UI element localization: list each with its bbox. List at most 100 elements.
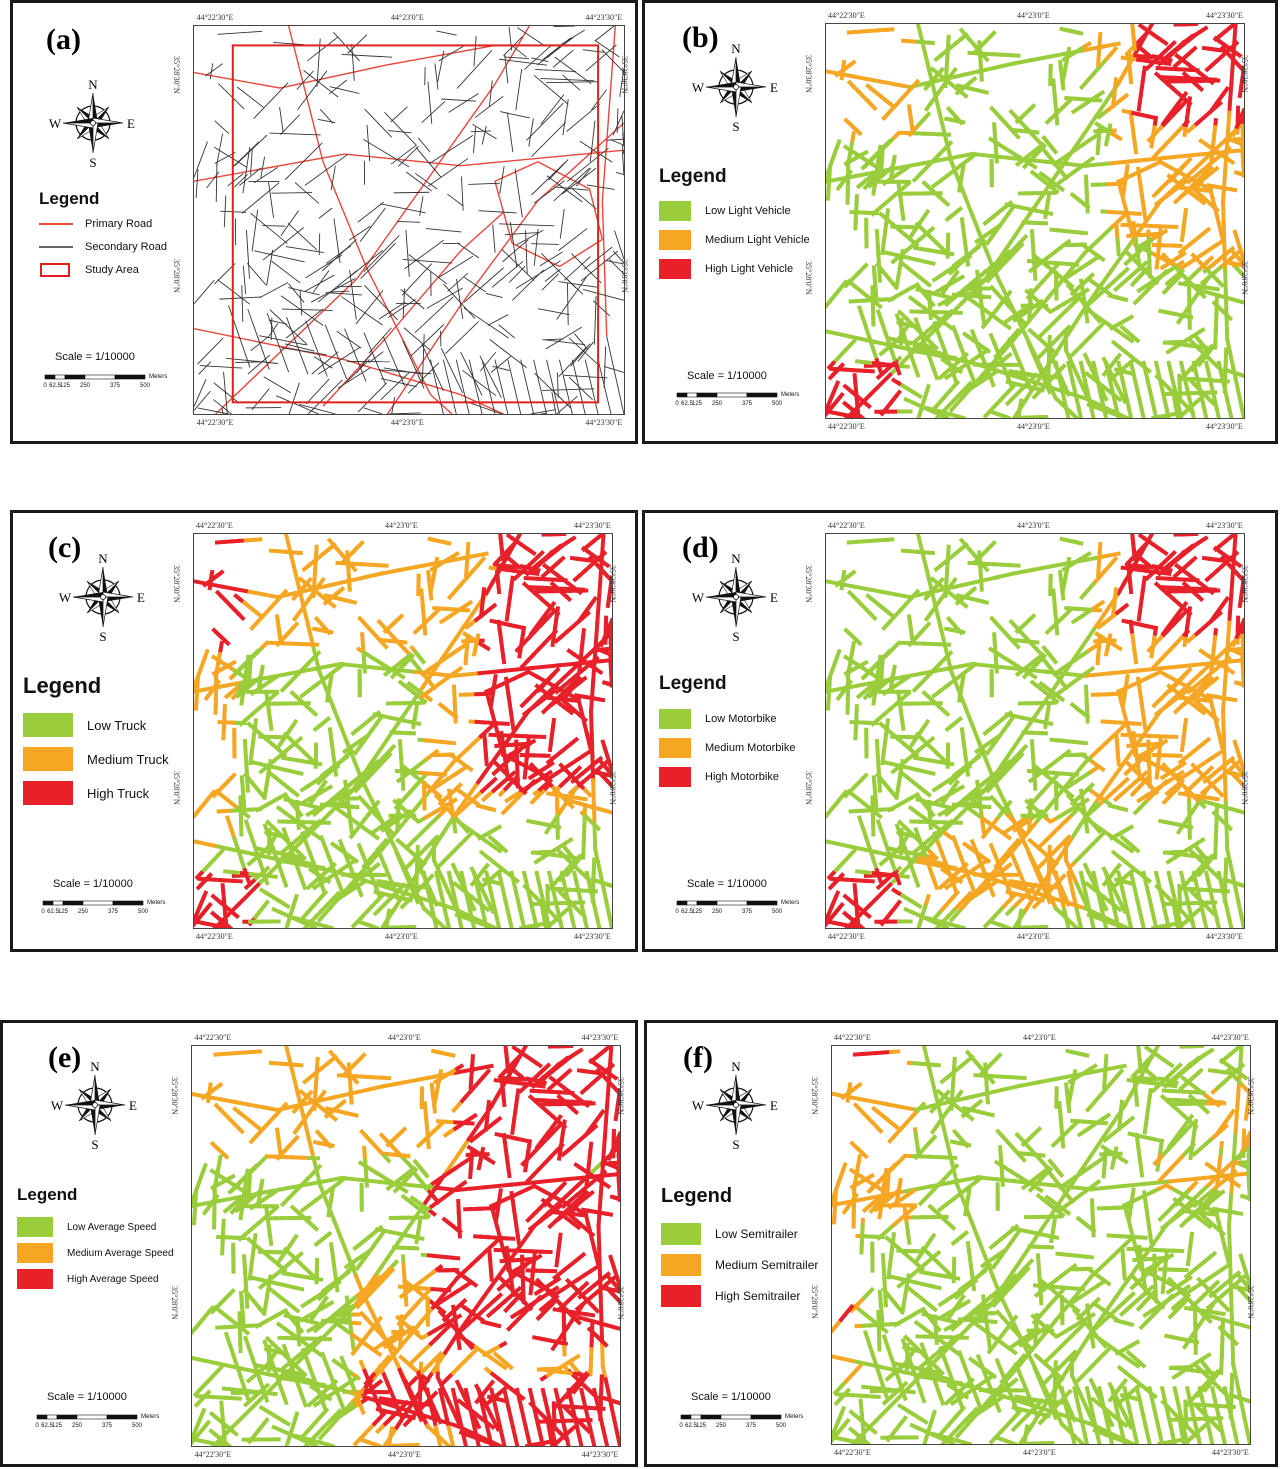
road-segment-low	[264, 670, 294, 681]
secondary-road	[318, 233, 321, 256]
road-segment-low	[493, 824, 503, 832]
road-segment-low	[1214, 406, 1221, 418]
secondary-road	[241, 182, 280, 214]
primary-road	[460, 149, 624, 167]
secondary-road	[246, 262, 267, 286]
secondary-road	[516, 229, 544, 246]
road-segment-low	[350, 727, 361, 737]
road-segment-low	[1176, 406, 1184, 418]
road-segment-low	[881, 138, 892, 149]
road-segment-high	[596, 534, 606, 540]
road-segment-high	[563, 593, 573, 603]
secondary-road	[359, 207, 386, 242]
legend-label: Secondary Road	[85, 241, 167, 253]
secondary-road	[363, 332, 386, 384]
secondary-road	[428, 134, 474, 165]
scale-tick-label: 250	[80, 383, 91, 389]
secondary-road	[266, 249, 274, 286]
road-segment-low	[1076, 406, 1084, 418]
secondary-road	[436, 30, 457, 36]
road-segment-low	[1142, 265, 1151, 274]
road-segment-low	[1043, 381, 1053, 395]
road-segment-high	[826, 408, 832, 418]
panel-label: (a)	[46, 23, 81, 56]
road-segment-low	[988, 153, 1013, 161]
road-segment-low	[1078, 287, 1091, 297]
road-segment-low	[872, 299, 883, 310]
primary-road	[344, 153, 461, 167]
primary-road	[460, 393, 504, 414]
road-segment-high	[195, 882, 204, 891]
secondary-road	[242, 146, 251, 194]
secondary-road	[499, 58, 548, 66]
road-segment-high	[517, 649, 523, 659]
secondary-road	[570, 343, 591, 367]
scale-tick-label: 0	[675, 401, 679, 407]
road-segment-low	[1120, 296, 1129, 303]
road-segment-low	[923, 82, 932, 92]
legend-item-high: High Light Vehicle	[659, 259, 793, 279]
legend-item-high: High Truck	[23, 781, 149, 805]
road-segment-low	[1024, 378, 1034, 393]
road-segment-low	[867, 180, 877, 189]
secondary-road	[333, 218, 341, 263]
road-segment-high	[875, 371, 885, 381]
road-segment-low	[912, 390, 923, 400]
road-segment-low	[890, 253, 903, 265]
road-segment-low	[871, 183, 877, 196]
road-segment-high	[230, 910, 240, 920]
road-segment-low	[948, 395, 965, 413]
scale-tick-label: 250	[78, 909, 89, 915]
legend-item-medium: Medium Truck	[23, 747, 169, 771]
secondary-road	[603, 346, 607, 388]
secondary-road	[481, 359, 496, 414]
road-segment-high	[606, 780, 612, 789]
road-segment-medium	[412, 625, 422, 636]
road-segment-low	[601, 886, 609, 905]
road-segment-low	[268, 720, 274, 732]
road-segment-low	[1062, 383, 1072, 397]
road-segment-high	[219, 584, 239, 592]
road-segment-low	[930, 365, 940, 381]
map-frame	[193, 25, 625, 415]
road-segment-low	[367, 830, 381, 841]
road-segment-high	[485, 776, 498, 789]
road-segment-low	[306, 798, 316, 808]
secondary-road	[348, 225, 371, 241]
road-segment-low	[309, 649, 322, 662]
road-segment-low	[1206, 396, 1217, 407]
scale-text: Scale = 1/10000	[55, 351, 135, 363]
secondary-road	[514, 168, 523, 218]
road-segment-low	[1094, 89, 1106, 99]
road-segment-low	[1125, 314, 1135, 322]
secondary-road	[388, 130, 412, 134]
road-segment-low	[980, 311, 986, 325]
coord-label-side: 35°28'30"N	[620, 56, 629, 94]
secondary-road	[268, 319, 287, 325]
road-segment-high	[1165, 57, 1173, 63]
scale-tick-label: 375	[742, 401, 753, 407]
road-segment-low	[1069, 296, 1081, 308]
secondary-road	[554, 186, 589, 191]
road-segment-low	[341, 787, 354, 798]
compass-e-label: E	[137, 590, 145, 605]
secondary-road	[408, 254, 448, 285]
road-segment-low	[975, 269, 988, 281]
secondary-road	[603, 365, 624, 373]
road-segment-medium	[1208, 165, 1220, 176]
scale-bar: 0 62.5 125 250 375 500 Meters	[33, 897, 165, 927]
secondary-road	[536, 36, 574, 66]
road-segment-low	[295, 849, 308, 861]
secondary-road	[384, 112, 417, 146]
road-segment-medium	[1200, 226, 1212, 237]
road-segment-medium	[437, 806, 449, 818]
secondary-road	[489, 339, 527, 368]
secondary-road	[286, 316, 309, 375]
road-segment-medium	[851, 74, 871, 82]
coord-label-side: 35°28'30"N	[172, 56, 181, 94]
primary-road	[322, 161, 367, 267]
secondary-road	[271, 260, 301, 284]
road-segment-low	[848, 170, 878, 180]
road-segment-low	[1056, 184, 1066, 193]
secondary-road	[221, 408, 224, 414]
